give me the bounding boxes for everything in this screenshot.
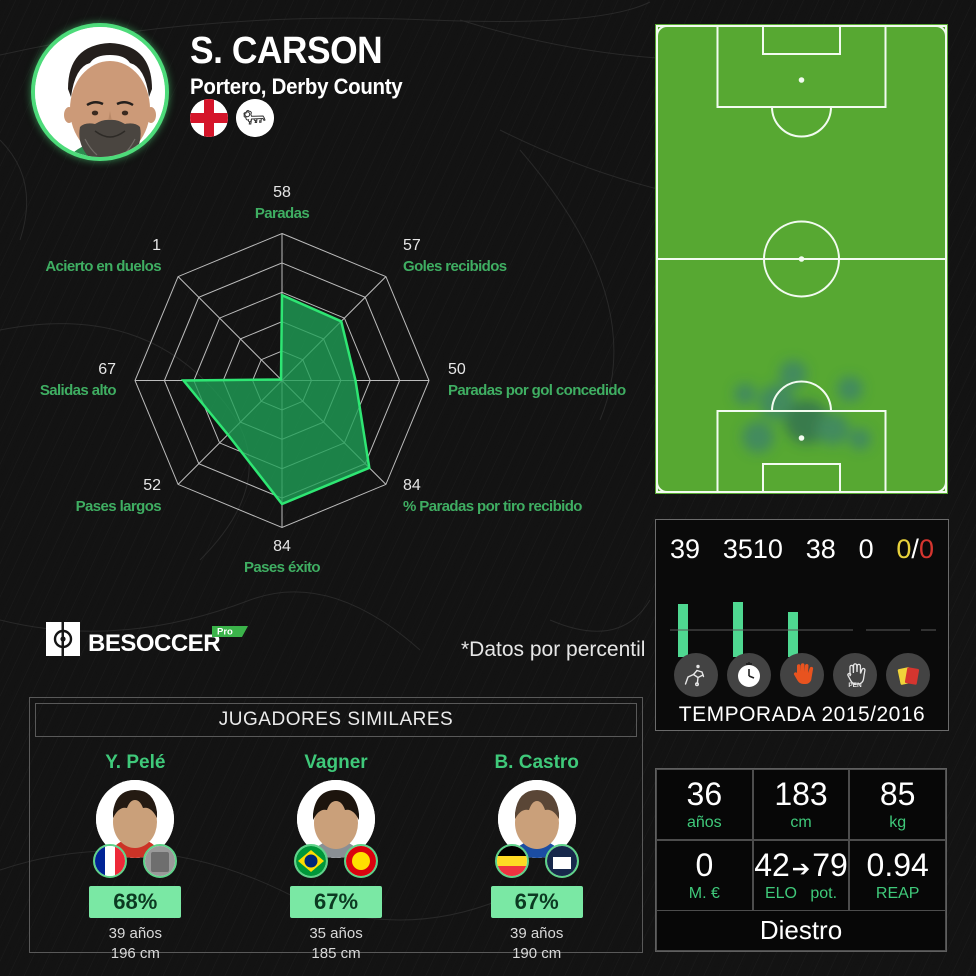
svg-text:84: 84 xyxy=(273,538,291,555)
svg-text:1: 1 xyxy=(152,237,161,254)
svg-text:PEN: PEN xyxy=(848,682,862,689)
svg-text:Paradas: Paradas xyxy=(255,205,309,222)
svg-text:Paradas por gol concedido: Paradas por gol concedido xyxy=(448,382,626,399)
svg-text:Salidas alto: Salidas alto xyxy=(40,382,117,399)
svg-text:BESOCCER: BESOCCER xyxy=(88,630,220,657)
svg-text:Pases éxito: Pases éxito xyxy=(244,559,320,576)
svg-text:52: 52 xyxy=(143,477,161,494)
svg-text:50: 50 xyxy=(448,361,466,378)
svg-text:% Paradas por tiro recibido: % Paradas por tiro recibido xyxy=(403,498,582,515)
svg-text:84: 84 xyxy=(403,477,421,494)
svg-text:67: 67 xyxy=(98,361,116,378)
svg-text:Pases largos: Pases largos xyxy=(76,498,162,515)
svg-text:Pro: Pro xyxy=(217,627,233,638)
svg-text:57: 57 xyxy=(403,237,421,254)
svg-text:Acierto en duelos: Acierto en duelos xyxy=(45,258,161,275)
svg-text:Goles recibidos: Goles recibidos xyxy=(403,258,507,275)
svg-text:58: 58 xyxy=(273,184,291,201)
